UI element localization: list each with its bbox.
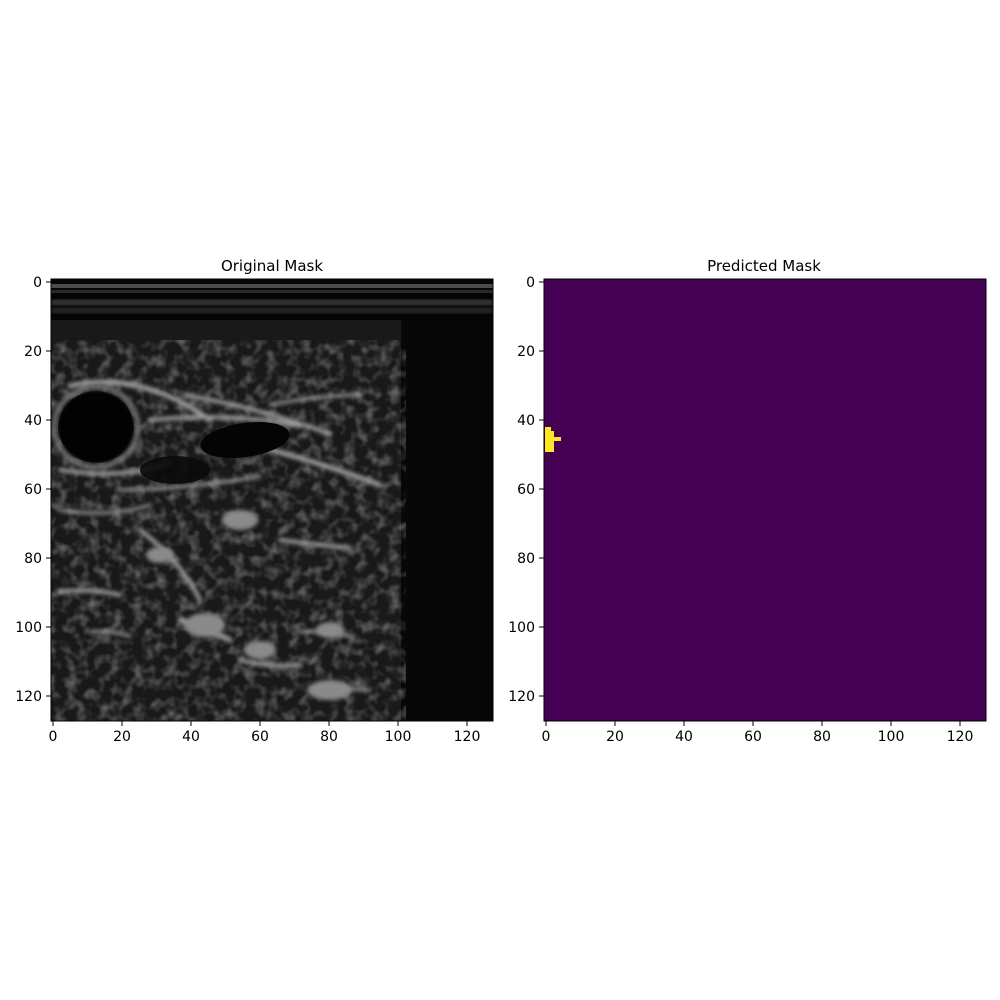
x-tick-label: 0 (542, 729, 551, 745)
predicted-x-axis: 0 20 40 60 80 100 120 (542, 721, 974, 745)
y-tick-label: 20 (24, 344, 42, 360)
original-mask-panel: Original Mask (15, 257, 494, 745)
x-tick-label: 60 (744, 729, 762, 745)
x-tick-label: 120 (454, 729, 481, 745)
y-tick-label: 0 (526, 275, 535, 291)
x-tick-label: 100 (385, 729, 412, 745)
y-tick-label: 100 (508, 620, 535, 636)
x-tick-label: 20 (113, 729, 131, 745)
y-tick-label: 80 (24, 551, 42, 567)
y-tick-label: 40 (24, 413, 42, 429)
original-x-axis: 0 20 40 60 80 100 120 (49, 721, 481, 745)
y-tick-label: 120 (508, 689, 535, 705)
x-tick-label: 40 (182, 729, 200, 745)
y-tick-label: 60 (24, 482, 42, 498)
y-tick-label: 20 (517, 344, 535, 360)
x-tick-label: 20 (606, 729, 624, 745)
predicted-mask-image (544, 279, 986, 721)
x-tick-label: 80 (813, 729, 831, 745)
mask-foreground-region (545, 427, 561, 452)
predicted-mask-title: Predicted Mask (707, 257, 821, 275)
cyst-round (58, 391, 134, 463)
x-tick-label: 100 (878, 729, 905, 745)
predicted-y-axis: 0 20 40 60 80 100 120 (508, 275, 544, 705)
mask-background (544, 279, 986, 721)
y-tick-label: 80 (517, 551, 535, 567)
x-tick-label: 40 (675, 729, 693, 745)
predicted-mask-panel: Predicted Mask 0 20 40 60 80 100 (508, 257, 987, 745)
y-tick-label: 0 (33, 275, 42, 291)
x-tick-label: 0 (49, 729, 58, 745)
original-mask-title: Original Mask (221, 257, 323, 275)
cyst-elongated (200, 422, 290, 458)
x-tick-label: 120 (947, 729, 974, 745)
x-tick-label: 60 (251, 729, 269, 745)
y-tick-label: 120 (15, 689, 42, 705)
y-tick-label: 100 (15, 620, 42, 636)
x-tick-label: 80 (320, 729, 338, 745)
ultrasound-image (51, 279, 493, 721)
original-y-axis: 0 20 40 60 80 100 120 (15, 275, 51, 705)
y-tick-label: 40 (517, 413, 535, 429)
y-tick-label: 60 (517, 482, 535, 498)
